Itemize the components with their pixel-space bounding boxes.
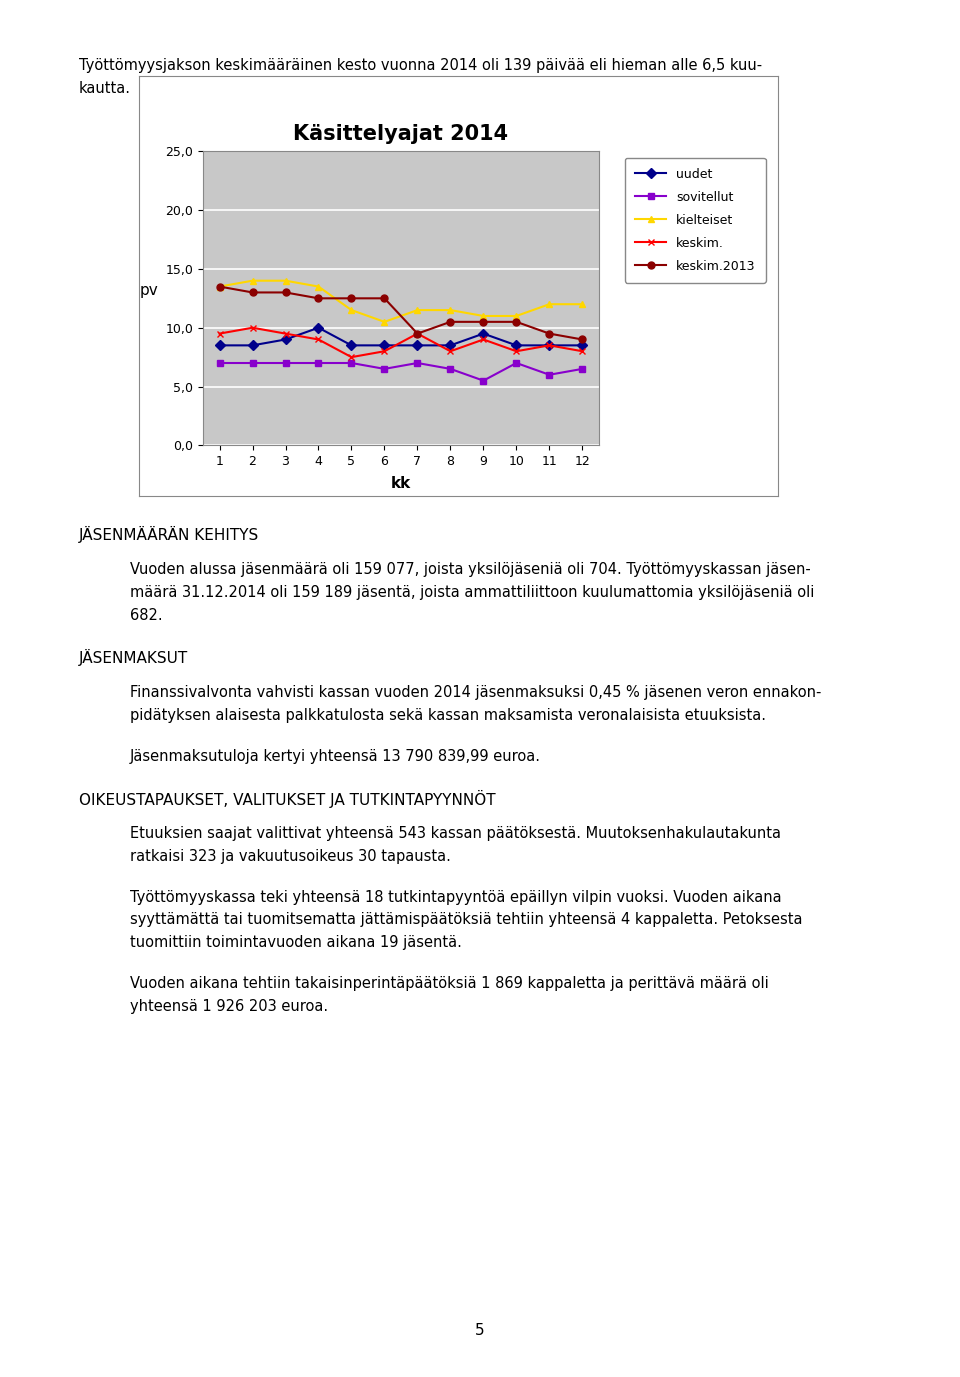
kielteiset	[378, 314, 390, 330]
sovitellut	[313, 355, 324, 372]
keskim.	[444, 343, 456, 359]
Line: keskim.: keskim.	[216, 324, 586, 361]
Text: syyttämättä tai tuomitsematta jättämispäätöksiä tehtiin yhteensä 4 kappaletta. P: syyttämättä tai tuomitsematta jättämispä…	[130, 912, 803, 927]
keskim.2013	[543, 325, 555, 341]
sovitellut	[214, 355, 226, 372]
keskim.	[478, 332, 490, 348]
keskim.2013	[279, 284, 291, 300]
keskim.2013	[378, 291, 390, 307]
Text: 5: 5	[475, 1323, 485, 1338]
Text: kautta.: kautta.	[79, 80, 131, 95]
keskim.2013	[412, 325, 423, 341]
Line: uudet: uudet	[216, 324, 586, 348]
sovitellut	[543, 366, 555, 383]
kielteiset	[444, 302, 456, 318]
Legend: uudet, sovitellut, kielteiset, keskim., keskim.2013: uudet, sovitellut, kielteiset, keskim., …	[625, 157, 766, 282]
uudet	[378, 337, 390, 354]
uudet	[313, 319, 324, 336]
Text: pidätyksen alaisesta palkkatulosta sekä kassan maksamista veronalaisista etuuksi: pidätyksen alaisesta palkkatulosta sekä …	[130, 708, 766, 723]
Text: Työttömyysjakson keskimääräinen kesto vuonna 2014 oli 139 päivää eli hieman alle: Työttömyysjakson keskimääräinen kesto vu…	[79, 58, 762, 73]
Text: Finanssivalvonta vahvisti kassan vuoden 2014 jäsenmaksuksi 0,45 % jäsenen veron : Finanssivalvonta vahvisti kassan vuoden …	[130, 684, 821, 700]
kielteiset	[412, 302, 423, 318]
Text: Jäsenmaksutuloja kertyi yhteensä 13 790 839,99 euroa.: Jäsenmaksutuloja kertyi yhteensä 13 790 …	[130, 749, 540, 764]
sovitellut	[478, 372, 490, 388]
Text: JÄSENMAKSUT: JÄSENMAKSUT	[79, 649, 188, 665]
Text: Vuoden alussa jäsenmäärä oli 159 077, joista yksilöjäseniä oli 704. Työttömyyska: Vuoden alussa jäsenmäärä oli 159 077, jo…	[130, 562, 810, 577]
Y-axis label: pv: pv	[139, 284, 158, 299]
kielteiset	[279, 273, 291, 289]
keskim.2013	[511, 314, 522, 330]
kielteiset	[478, 307, 490, 324]
Text: Etuuksien saajat valittivat yhteensä 543 kassan päätöksestä. Muutoksenhakulautak: Etuuksien saajat valittivat yhteensä 543…	[130, 826, 780, 841]
Text: JÄSENMÄÄRÄN KEHITYS: JÄSENMÄÄRÄN KEHITYS	[79, 526, 259, 543]
kielteiset	[313, 278, 324, 295]
kielteiset	[577, 296, 588, 313]
Text: määrä 31.12.2014 oli 159 189 jäsentä, joista ammattiliittoon kuulumattomia yksil: määrä 31.12.2014 oli 159 189 jäsentä, jo…	[130, 585, 814, 600]
Text: ratkaisi 323 ja vakuutusoikeus 30 tapausta.: ratkaisi 323 ja vakuutusoikeus 30 tapaus…	[130, 848, 450, 863]
uudet	[478, 325, 490, 341]
keskim.	[214, 325, 226, 341]
keskim.2013	[577, 332, 588, 348]
Text: Työttömyyskassa teki yhteensä 18 tutkintapyyntöä epäillyn vilpin vuoksi. Vuoden : Työttömyyskassa teki yhteensä 18 tutkint…	[130, 890, 781, 905]
kielteiset	[247, 273, 258, 289]
kielteiset	[543, 296, 555, 313]
keskim.2013	[478, 314, 490, 330]
sovitellut	[279, 355, 291, 372]
sovitellut	[511, 355, 522, 372]
keskim.2013	[214, 278, 226, 295]
sovitellut	[412, 355, 423, 372]
keskim.	[279, 325, 291, 341]
sovitellut	[577, 361, 588, 377]
uudet	[346, 337, 357, 354]
Text: tuomittiin toimintavuoden aikana 19 jäsentä.: tuomittiin toimintavuoden aikana 19 jäse…	[130, 935, 462, 950]
keskim.2013	[313, 291, 324, 307]
uudet	[543, 337, 555, 354]
sovitellut	[247, 355, 258, 372]
kielteiset	[511, 307, 522, 324]
Text: Vuoden aikana tehtiin takaisinperintäpäätöksiä 1 869 kappaletta ja perittävä mää: Vuoden aikana tehtiin takaisinperintäpää…	[130, 976, 768, 991]
uudet	[412, 337, 423, 354]
Text: yhteensä 1 926 203 euroa.: yhteensä 1 926 203 euroa.	[130, 998, 327, 1013]
keskim.	[511, 343, 522, 359]
Text: OIKEUSTAPAUKSET, VALITUKSET JA TUTKINTAPYYNNÖT: OIKEUSTAPAUKSET, VALITUKSET JA TUTKINTAP…	[79, 789, 495, 807]
keskim.	[378, 343, 390, 359]
sovitellut	[444, 361, 456, 377]
Text: 682.: 682.	[130, 607, 162, 622]
Title: Käsittelyajat 2014: Käsittelyajat 2014	[294, 124, 509, 145]
uudet	[444, 337, 456, 354]
keskim.2013	[346, 291, 357, 307]
uudet	[279, 332, 291, 348]
Line: kielteiset: kielteiset	[216, 277, 586, 325]
keskim.2013	[247, 284, 258, 300]
kielteiset	[346, 302, 357, 318]
uudet	[511, 337, 522, 354]
uudet	[247, 337, 258, 354]
Line: sovitellut: sovitellut	[216, 359, 586, 384]
X-axis label: kk: kk	[391, 476, 411, 492]
keskim.	[247, 319, 258, 336]
kielteiset	[214, 278, 226, 295]
keskim.	[412, 325, 423, 341]
keskim.	[313, 332, 324, 348]
Line: keskim.2013: keskim.2013	[216, 284, 586, 343]
uudet	[214, 337, 226, 354]
uudet	[577, 337, 588, 354]
keskim.2013	[444, 314, 456, 330]
sovitellut	[346, 355, 357, 372]
keskim.	[346, 348, 357, 365]
keskim.	[543, 337, 555, 354]
keskim.	[577, 343, 588, 359]
sovitellut	[378, 361, 390, 377]
